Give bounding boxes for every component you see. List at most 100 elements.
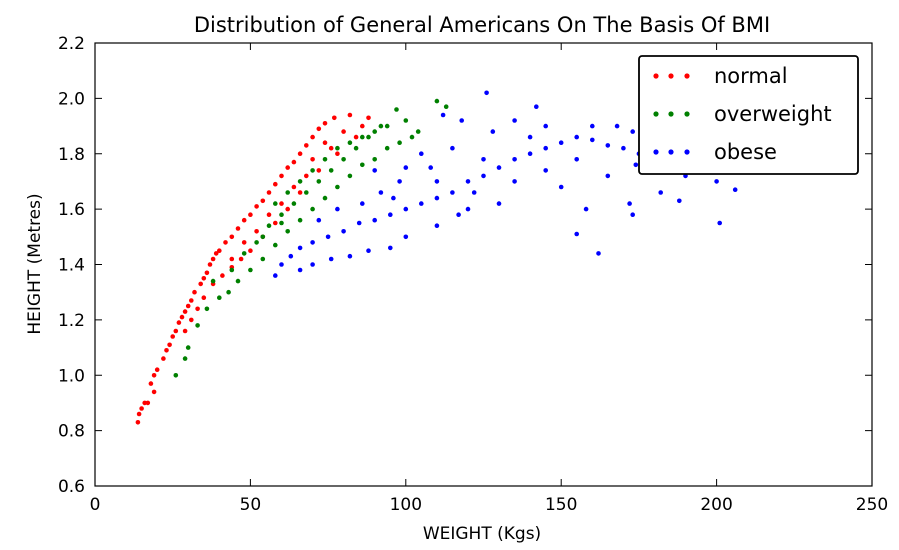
data-point-overweight xyxy=(322,195,328,201)
data-point-obese xyxy=(419,201,424,206)
data-point-normal xyxy=(266,190,272,195)
y-axis-label: HEIGHT (Metres) xyxy=(25,193,45,334)
data-point-overweight xyxy=(335,184,340,190)
data-point-normal xyxy=(182,309,188,314)
legend-marker-overweight xyxy=(684,111,690,117)
data-point-overweight xyxy=(347,173,353,179)
data-point-obese xyxy=(527,134,533,140)
data-point-normal xyxy=(189,298,194,303)
data-point-overweight xyxy=(260,234,266,240)
data-point-obese xyxy=(360,201,365,206)
data-point-normal xyxy=(204,270,210,276)
data-point-normal xyxy=(360,123,365,129)
data-point-obese xyxy=(732,187,738,192)
data-point-obese xyxy=(512,179,517,184)
legend-label-overweight: overweight xyxy=(714,102,832,126)
data-point-obese xyxy=(440,112,446,118)
data-point-obese xyxy=(310,240,315,245)
data-point-normal xyxy=(161,356,166,361)
data-point-overweight xyxy=(366,134,371,140)
data-point-normal xyxy=(213,251,219,256)
data-point-normal xyxy=(164,348,169,353)
y-tick-label: 2.2 xyxy=(58,34,85,54)
data-point-normal xyxy=(291,159,297,165)
data-point-obese xyxy=(403,165,409,170)
data-point-normal xyxy=(353,134,359,140)
data-point-overweight xyxy=(273,242,278,248)
data-point-normal xyxy=(201,295,207,301)
data-point-overweight xyxy=(260,256,266,262)
data-point-normal xyxy=(167,342,172,348)
data-point-normal xyxy=(145,400,151,406)
data-point-obese xyxy=(558,140,564,145)
data-point-obese xyxy=(434,179,440,184)
data-point-normal xyxy=(151,389,157,395)
data-point-obese xyxy=(543,168,548,173)
data-point-obese xyxy=(419,151,424,156)
data-point-overweight xyxy=(173,373,179,378)
data-point-obese xyxy=(434,195,440,201)
data-point-obese xyxy=(428,165,434,170)
data-point-normal xyxy=(220,273,225,278)
data-point-obese xyxy=(465,179,471,184)
data-point-normal xyxy=(207,262,213,267)
series-normal xyxy=(135,112,371,425)
data-point-overweight xyxy=(195,323,200,328)
data-point-overweight xyxy=(434,98,440,104)
data-point-normal xyxy=(304,173,309,179)
plot-layer xyxy=(135,90,738,425)
data-point-normal xyxy=(198,281,203,287)
data-point-normal xyxy=(260,198,266,204)
data-point-overweight xyxy=(384,145,390,151)
y-tick-label: 1.2 xyxy=(58,311,85,331)
data-point-normal xyxy=(135,420,141,425)
data-point-overweight xyxy=(210,278,216,284)
data-point-normal xyxy=(273,181,278,187)
data-point-normal xyxy=(316,168,322,173)
data-point-overweight xyxy=(285,229,291,234)
data-point-obese xyxy=(512,157,517,162)
data-point-obese xyxy=(558,184,564,190)
data-point-normal xyxy=(347,112,353,118)
y-tick-label: 1.8 xyxy=(58,145,85,165)
y-tick-label: 0.8 xyxy=(58,422,85,442)
data-point-normal xyxy=(192,289,197,295)
data-point-overweight xyxy=(347,140,353,145)
data-point-obese xyxy=(325,234,331,240)
data-point-obese xyxy=(484,90,489,96)
data-point-overweight xyxy=(443,104,449,109)
data-point-normal xyxy=(328,145,334,151)
data-point-obese xyxy=(496,165,502,170)
data-point-obese xyxy=(434,223,440,228)
data-point-normal xyxy=(297,151,303,156)
data-point-normal xyxy=(201,276,207,281)
data-point-overweight xyxy=(273,201,278,206)
data-point-obese xyxy=(534,104,539,109)
data-point-overweight xyxy=(384,123,390,129)
data-point-obese xyxy=(288,253,294,259)
data-point-obese xyxy=(496,201,502,206)
data-point-obese xyxy=(297,267,303,273)
data-point-normal xyxy=(241,217,247,223)
data-point-obese xyxy=(630,129,635,134)
legend-marker-normal xyxy=(668,73,674,79)
data-point-normal xyxy=(322,140,328,145)
data-point-overweight xyxy=(266,223,272,228)
data-point-obese xyxy=(378,190,384,195)
data-point-obese xyxy=(621,145,626,151)
data-point-obese xyxy=(279,262,284,267)
data-point-normal xyxy=(248,248,253,253)
data-point-overweight xyxy=(291,201,297,206)
data-point-obese xyxy=(627,201,632,206)
data-point-obese xyxy=(574,157,579,162)
data-point-overweight xyxy=(297,179,303,184)
data-point-obese xyxy=(481,173,486,179)
data-point-obese xyxy=(403,234,409,240)
data-point-normal xyxy=(241,240,247,245)
data-point-obese xyxy=(590,123,595,129)
data-point-obese xyxy=(605,143,611,148)
x-tick-label: 250 xyxy=(856,495,888,515)
data-point-obese xyxy=(714,179,719,184)
data-point-obese xyxy=(543,145,548,151)
data-point-normal xyxy=(148,381,154,386)
